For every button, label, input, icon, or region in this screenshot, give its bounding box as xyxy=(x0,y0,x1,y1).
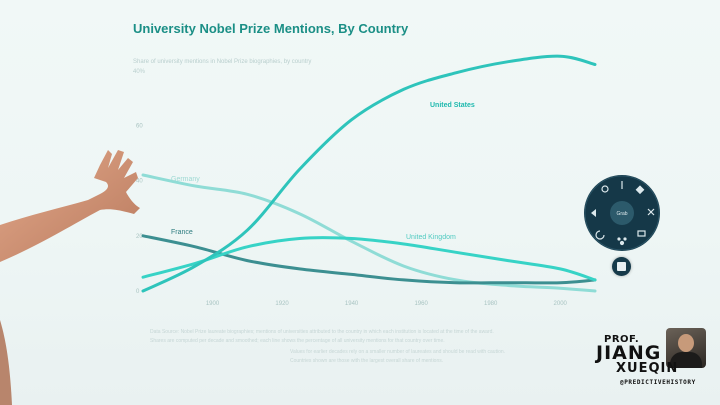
series-label-germany: Germany xyxy=(171,176,200,183)
x-tick-label: 1940 xyxy=(345,301,359,307)
series-line-germany xyxy=(141,173,597,293)
x-tick-label: 1900 xyxy=(206,301,220,307)
presenter-photo xyxy=(666,328,706,368)
footnote-line-3: Values for earlier decades rely on a sma… xyxy=(290,349,506,355)
axis-layer: 0 20 40 60 1900 1920 1940 1960 1980 2000 xyxy=(136,123,568,307)
whiteboard-tool-icon[interactable] xyxy=(637,230,646,237)
y-tick-label: 20 xyxy=(136,234,143,240)
footnote-line-2: Shares are computed per decade and smoot… xyxy=(150,338,445,344)
x-tick-label: 1980 xyxy=(484,301,498,307)
series-line-united-states xyxy=(141,54,597,293)
y-tick-label: 60 xyxy=(136,123,143,129)
series-line-united-kingdom xyxy=(141,236,597,282)
channel-logo: PROF. JIANG XUEQIN @PREDICTIVEHISTORY xyxy=(596,328,716,394)
series-label-united-states: United States xyxy=(430,102,475,109)
radial-menu-center[interactable] xyxy=(610,201,634,225)
eraser-tool-icon[interactable] xyxy=(635,185,645,195)
logo-prefix: PROF. xyxy=(604,334,640,345)
x-tick-label: 2000 xyxy=(554,301,568,307)
lasso-tool-icon[interactable] xyxy=(601,185,609,193)
logo-name-1: JIANG xyxy=(596,342,662,364)
x-tick-label: 1920 xyxy=(275,301,289,307)
presenter-arm xyxy=(0,150,140,405)
logo-handle: @PREDICTIVEHISTORY xyxy=(620,379,696,386)
footnote-line-4: Countries shown are those with the large… xyxy=(290,358,444,364)
series-layer xyxy=(141,54,597,293)
pointer-tool-icon[interactable] xyxy=(591,209,596,217)
series-label-united-kingdom: United Kingdom xyxy=(406,234,456,241)
whiteboard-handle-button[interactable] xyxy=(612,257,631,276)
x-tick-label: 1960 xyxy=(414,301,428,307)
logo-name-2: XUEQIN xyxy=(616,361,679,376)
close-tool-icon[interactable] xyxy=(647,208,655,216)
faint-ylabel: 40% xyxy=(133,69,146,75)
chart-title: University Nobel Prize Mentions, By Coun… xyxy=(133,21,409,36)
label-layer: Germany France United Kingdom United States xyxy=(171,102,475,241)
whiteboard-icon xyxy=(617,262,626,271)
radial-menu-center-label: Grab xyxy=(616,211,627,217)
undo-tool-icon[interactable] xyxy=(595,230,605,240)
series-label-france: France xyxy=(171,229,193,236)
faint-subtitle: Share of university mentions in Nobel Pr… xyxy=(133,59,312,65)
y-tick-label: 40 xyxy=(136,179,143,185)
y-tick-label: 0 xyxy=(136,289,140,295)
footnote-line-1: Data Source: Nobel Prize laureate biogra… xyxy=(150,329,494,335)
radial-menu[interactable]: Grab xyxy=(584,175,660,251)
share-tool-icon[interactable] xyxy=(617,237,627,246)
